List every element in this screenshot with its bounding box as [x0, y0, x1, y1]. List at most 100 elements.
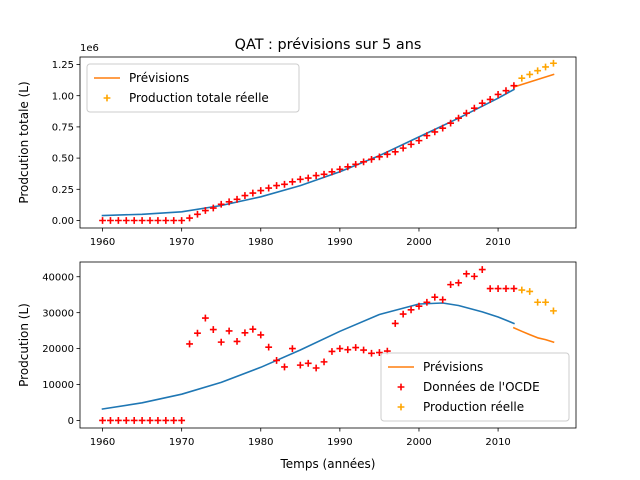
axes-frame: [79, 261, 577, 429]
data-marker: [201, 207, 209, 214]
data-marker: [415, 137, 423, 145]
axes-frame: [79, 56, 577, 229]
data-marker: [186, 340, 193, 348]
data-marker: [391, 320, 399, 327]
data-marker: [494, 91, 502, 98]
data-marker: [138, 417, 146, 424]
data-marker: [463, 109, 470, 117]
data-marker: [470, 272, 478, 280]
x-tick-label: 1970: [169, 437, 194, 448]
data-marker: [494, 285, 502, 292]
data-marker: [225, 198, 233, 206]
figure-title: QAT : prévisions sur 5 ans: [235, 37, 422, 53]
data-marker: [114, 217, 122, 224]
data-marker: [122, 417, 130, 424]
real-marker: [518, 286, 526, 294]
data-marker: [99, 217, 106, 224]
data-marker: [352, 160, 360, 168]
data-marker: [154, 417, 162, 424]
data-marker: [209, 326, 217, 333]
real-marker: [550, 307, 557, 315]
x-tick-label: 2010: [485, 237, 510, 248]
fit-line: [101, 88, 515, 217]
data-marker: [296, 175, 304, 183]
x-tick-label: 1990: [327, 237, 352, 248]
data-marker: [107, 417, 114, 424]
y-tick-label: 10000: [42, 380, 74, 391]
real-marker: [534, 67, 542, 75]
data-marker: [431, 128, 439, 136]
data-marker: [407, 306, 415, 314]
legend-label: Données de l'OCDE: [423, 380, 540, 394]
data-marker: [312, 364, 320, 372]
data-marker: [360, 346, 367, 354]
legend-label: Production réelle: [423, 400, 524, 414]
data-marker: [114, 417, 122, 424]
data-marker: [431, 293, 439, 301]
data-marker: [455, 279, 462, 287]
data-marker: [376, 153, 383, 161]
x-tick-label: 2000: [406, 237, 431, 248]
x-tick-label: 2000: [406, 437, 431, 448]
data-marker: [336, 345, 344, 352]
real-marker: [550, 59, 557, 67]
data-marker: [344, 163, 352, 171]
legend: Prévisions Données de l'OCDE Production ré…: [380, 352, 570, 422]
data-marker: [344, 346, 352, 354]
data-marker: [194, 329, 201, 337]
data-marker: [399, 310, 407, 318]
data-marker: [478, 266, 486, 273]
data-marker: [296, 361, 304, 369]
y-axis-label: Prodcution (L): [17, 303, 31, 387]
data-marker: [162, 417, 170, 424]
data-marker: [257, 187, 265, 194]
data-marker: [510, 285, 518, 292]
data-marker: [289, 178, 296, 186]
data-marker: [281, 363, 288, 371]
real-marker: [518, 74, 526, 82]
data-marker: [233, 195, 241, 203]
y-tick-label: 0.00: [52, 216, 74, 227]
data-marker: [399, 144, 407, 152]
data-marker: [391, 148, 399, 156]
x-tick-label: 1970: [169, 237, 194, 248]
data-marker: [273, 182, 280, 189]
data-marker: [273, 357, 280, 364]
data-marker: [154, 217, 162, 224]
data-marker: [312, 172, 320, 179]
data-marker: [281, 180, 288, 188]
data-marker: [99, 417, 106, 424]
data-marker: [233, 338, 241, 345]
data-marker: [146, 217, 154, 224]
plot-area: [99, 59, 557, 224]
data-marker: [265, 184, 273, 192]
data-marker: [241, 329, 249, 337]
data-marker: [217, 338, 225, 346]
data-marker: [249, 189, 257, 197]
data-marker: [470, 104, 478, 112]
data-marker: [209, 204, 217, 212]
data-marker: [376, 349, 383, 356]
data-marker: [130, 417, 138, 424]
legend-box: [86, 63, 300, 113]
plot-area: [99, 266, 557, 424]
x-tick-label: 1980: [248, 437, 273, 448]
data-marker: [122, 217, 130, 224]
data-marker: [407, 140, 415, 148]
x-tick-label: 1990: [327, 437, 352, 448]
data-marker: [146, 417, 154, 424]
data-marker: [328, 168, 336, 176]
x-axis-label: Temps (années): [280, 457, 376, 471]
fit-line: [101, 302, 515, 410]
real-marker: [542, 63, 549, 71]
data-marker: [486, 96, 494, 103]
y-tick-label: 20000: [42, 344, 74, 355]
y-tick-label: 30000: [42, 308, 74, 319]
data-marker: [320, 170, 328, 178]
data-marker: [336, 165, 344, 173]
legend-swatch-marker: [103, 94, 111, 102]
data-marker: [328, 348, 336, 355]
data-marker: [510, 82, 518, 90]
data-marker: [170, 217, 178, 224]
